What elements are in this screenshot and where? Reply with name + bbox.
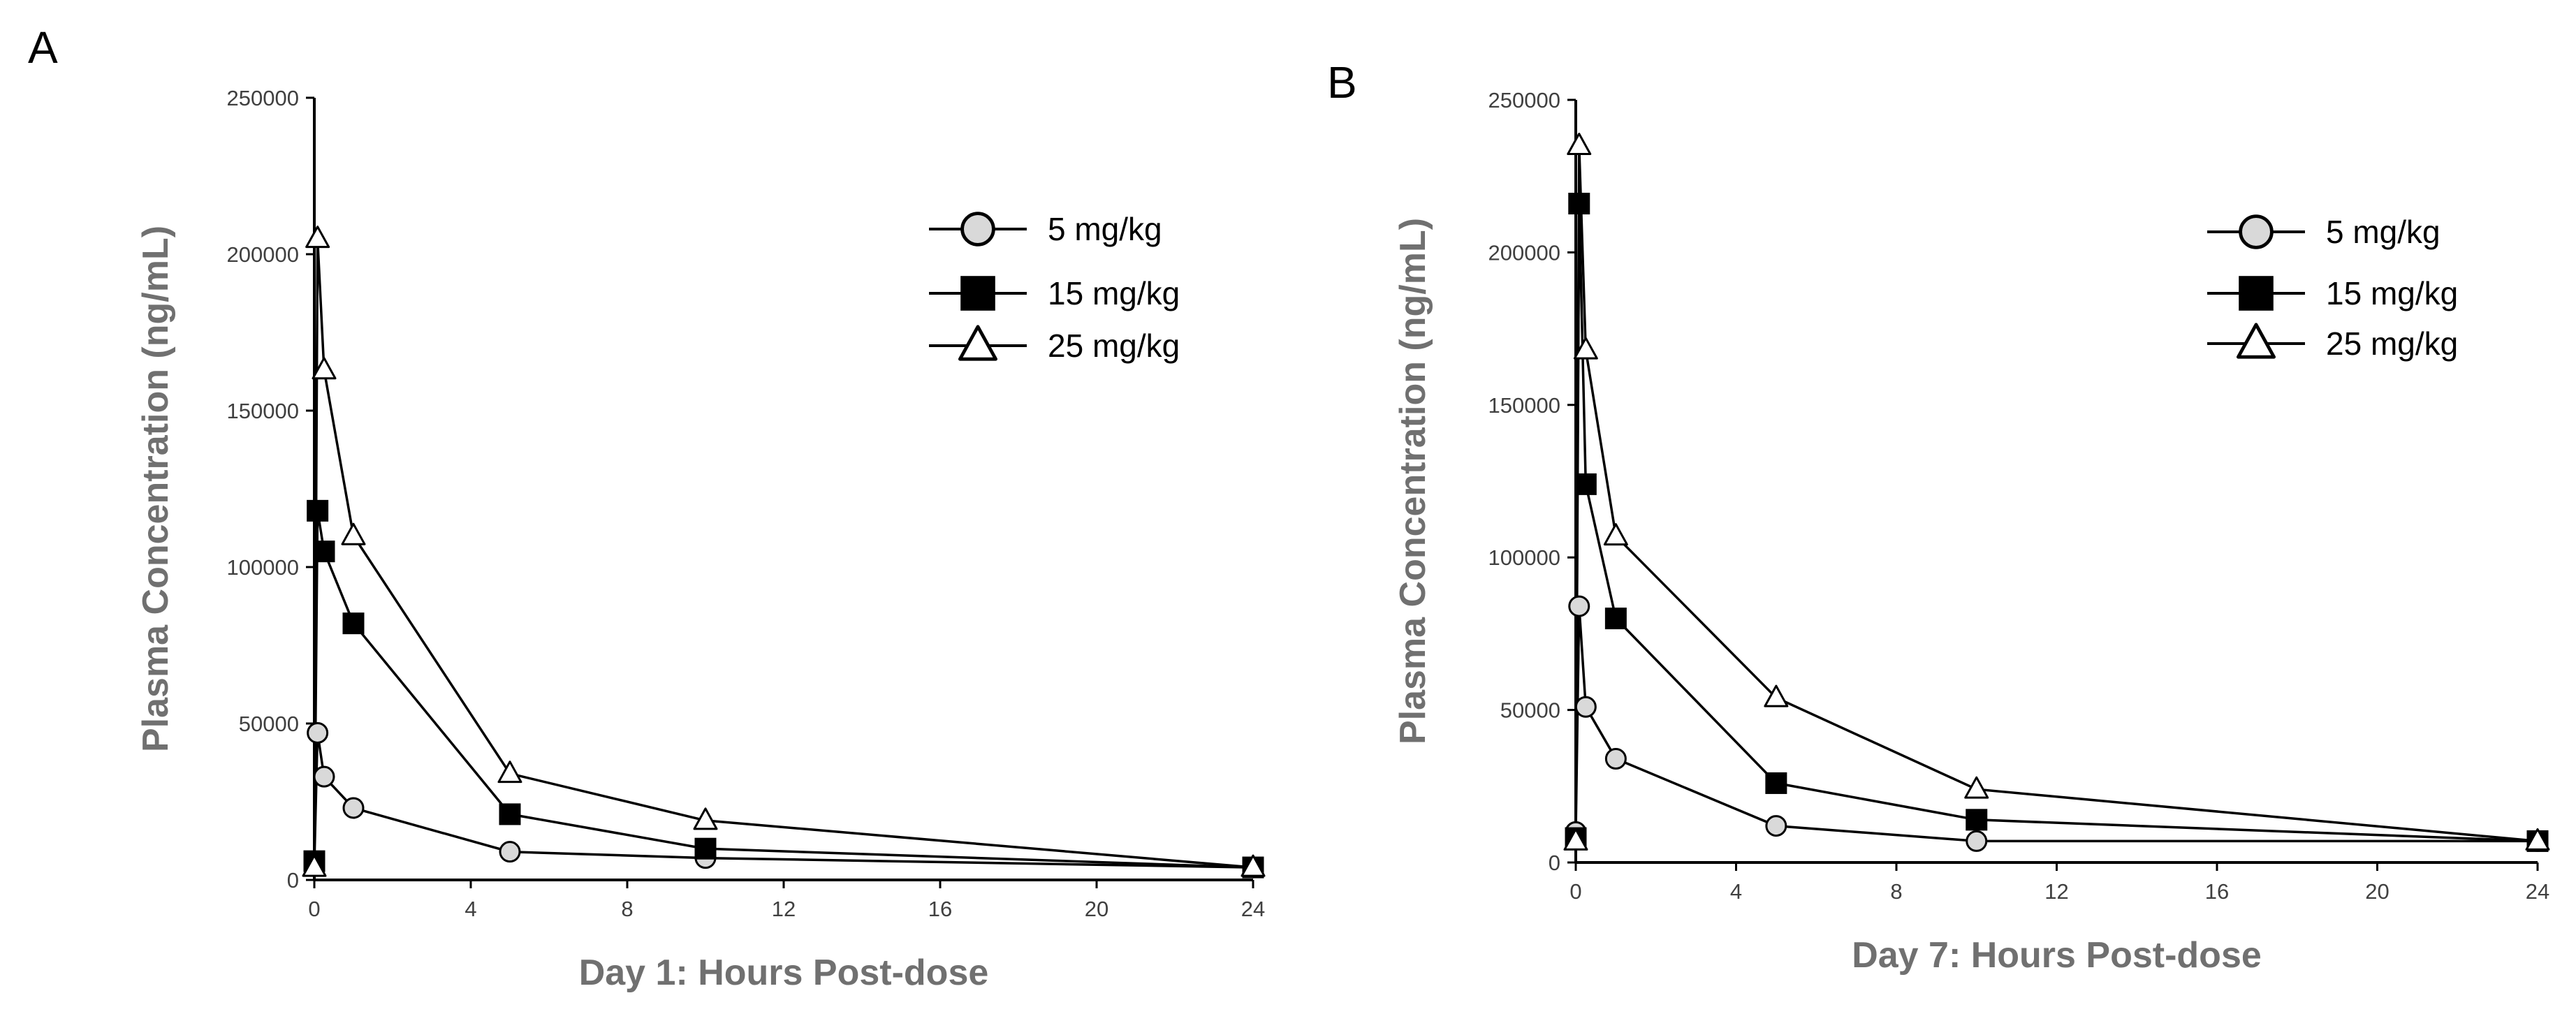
data-point-square [342, 612, 365, 635]
y-axis-title: Plasma Concentration (ng/mL) [1393, 218, 1433, 744]
x-tick-label: 0 [1569, 879, 1581, 904]
legend-marker-square [960, 276, 995, 311]
legend-marker-group [2239, 214, 2274, 249]
data-point-square [1765, 772, 1787, 794]
legend-marker-triangle [2237, 323, 2276, 359]
data-point-triangle [341, 522, 366, 545]
legend-marker-circle [960, 212, 995, 247]
y-tick-label: 0 [287, 868, 299, 893]
legend-label: 15 mg/kg [1048, 275, 1180, 311]
data-point-triangle [693, 807, 718, 830]
legend-marker-triangle [958, 325, 998, 361]
x-tick-label: 12 [772, 897, 796, 921]
data-point-circle [1604, 747, 1627, 770]
y-tick-label: 150000 [227, 399, 299, 423]
legend-label: 5 mg/kg [1048, 211, 1162, 247]
x-tick-label: 24 [1241, 897, 1265, 921]
legend-marker-group [960, 212, 995, 247]
series-line-circle [313, 733, 1254, 869]
legend-marker-circle [2239, 214, 2274, 249]
legend-label: 15 mg/kg [2326, 275, 2458, 311]
panel-letter: B [1327, 57, 1357, 108]
legend-label: 5 mg/kg [2326, 214, 2440, 250]
y-axis-title: Plasma Concentration (ng/mL) [136, 226, 176, 752]
data-point-triangle [302, 854, 327, 877]
legend-marker-group [2237, 323, 2276, 359]
legend-marker-group [958, 325, 998, 361]
data-point-triangle [1573, 337, 1598, 360]
data-point-triangle [1964, 776, 1989, 799]
data-point-circle [307, 721, 329, 744]
data-point-circle [1765, 815, 1787, 837]
y-tick-label: 0 [1549, 851, 1560, 875]
legend-label: 25 mg/kg [2326, 325, 2458, 362]
x-tick-label: 8 [1890, 879, 1902, 904]
x-tick-label: 16 [928, 897, 952, 921]
y-tick-label: 50000 [239, 712, 299, 736]
data-point-square [1966, 809, 1988, 831]
y-tick-label: 100000 [227, 555, 299, 580]
x-axis-title: Day 7: Hours Post-dose [1852, 935, 2262, 976]
x-tick-label: 8 [621, 897, 633, 921]
y-tick-label: 100000 [1488, 545, 1560, 570]
legend-marker-square [2239, 276, 2274, 311]
x-tick-label: 0 [308, 897, 320, 921]
x-tick-label: 16 [2205, 879, 2229, 904]
data-point-square [307, 499, 329, 522]
legend-marker-group [2239, 276, 2274, 311]
y-tick-label: 200000 [227, 242, 299, 267]
x-tick-label: 24 [2526, 879, 2549, 904]
data-point-square [1574, 473, 1597, 495]
data-point-triangle [1567, 133, 1592, 156]
x-tick-label: 12 [2044, 879, 2068, 904]
x-axis-title: Day 1: Hours Post-dose [579, 953, 989, 993]
y-tick-label: 250000 [227, 86, 299, 110]
x-tick-label: 20 [1085, 897, 1108, 921]
data-point-circle [499, 841, 521, 863]
panel-letter: A [28, 22, 58, 73]
data-point-triangle [1241, 854, 1266, 877]
chart-panel-b: B 0 50000 100000 150000 200000 250000 0 4 8 12 16 20… [1327, 57, 2550, 976]
data-point-circle [313, 765, 335, 788]
x-tick-label: 4 [1730, 879, 1742, 904]
chart-panel-a: A 0 50000 100000 150000 200000 250000 0 4 8 12 16 20… [28, 22, 1266, 993]
y-tick-label: 200000 [1488, 240, 1560, 265]
data-point-triangle [305, 226, 330, 249]
data-point-circle [342, 797, 365, 819]
data-point-circle [1966, 830, 1988, 852]
legend-marker-group [960, 276, 995, 311]
data-point-triangle [1563, 828, 1588, 851]
legend-label: 25 mg/kg [1048, 328, 1180, 364]
data-point-triangle [2525, 828, 2550, 851]
data-point-circle [1574, 696, 1597, 718]
y-tick-label: 250000 [1488, 88, 1560, 112]
data-point-square [1568, 193, 1590, 215]
data-point-triangle [312, 357, 337, 380]
x-tick-label: 20 [2365, 879, 2389, 904]
data-point-square [499, 803, 521, 825]
y-tick-label: 150000 [1488, 393, 1560, 418]
x-tick-label: 4 [464, 897, 476, 921]
data-point-triangle [1764, 684, 1789, 707]
y-tick-label: 50000 [1500, 698, 1560, 723]
data-point-square [1604, 608, 1627, 630]
data-point-square [313, 541, 335, 563]
data-point-triangle [497, 761, 522, 784]
data-point-square [694, 837, 717, 860]
data-point-circle [1568, 595, 1590, 617]
data-point-triangle [1603, 523, 1628, 546]
